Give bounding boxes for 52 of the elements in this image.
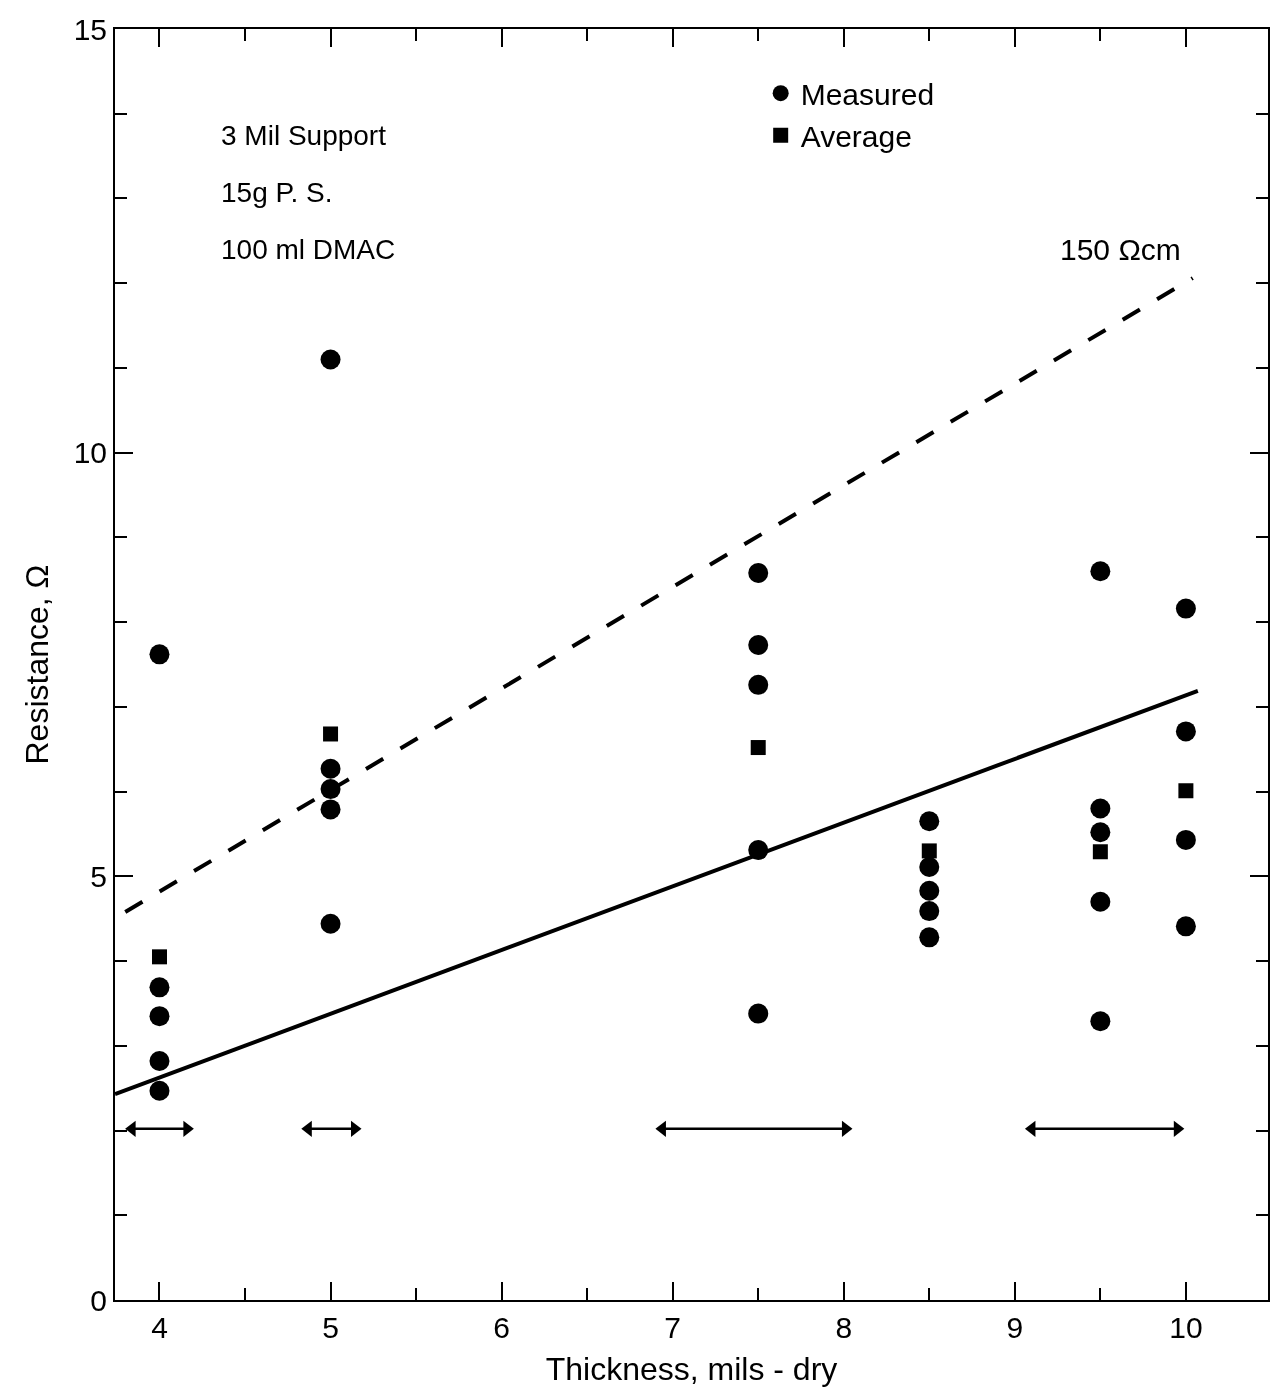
point — [1090, 891, 1111, 912]
point — [1175, 598, 1196, 619]
point — [149, 1051, 170, 1072]
legend-label: Average — [800, 119, 912, 153]
point — [1090, 561, 1111, 582]
x-tick-label: 7 — [664, 1311, 682, 1344]
x-tick-label: 8 — [835, 1311, 853, 1344]
point — [320, 349, 341, 370]
point — [1090, 798, 1111, 819]
point — [919, 811, 940, 832]
point — [1175, 916, 1196, 937]
annotation: 15g P. S. — [221, 177, 333, 208]
point — [1175, 721, 1196, 742]
point — [748, 674, 769, 695]
point — [1178, 783, 1194, 799]
point — [750, 740, 766, 756]
x-tick-label: 10 — [1169, 1311, 1203, 1344]
annotation: 3 Mil Support — [221, 120, 387, 151]
x-tick-label: 4 — [151, 1311, 168, 1344]
point — [748, 562, 769, 583]
y-tick-label: 0 — [90, 1283, 107, 1317]
y-tick-label: 10 — [73, 436, 107, 470]
point — [320, 799, 341, 820]
point — [149, 644, 170, 665]
point — [149, 1006, 170, 1027]
x-tick-label: 6 — [493, 1311, 510, 1344]
y-tick-label: 15 — [73, 12, 107, 46]
point — [151, 949, 167, 965]
point — [149, 1080, 170, 1101]
point — [323, 726, 339, 742]
x-tick-label: 9 — [1006, 1311, 1024, 1344]
point — [1092, 844, 1108, 860]
point — [919, 901, 940, 922]
point — [919, 857, 940, 877]
x-tick-label: 5 — [322, 1311, 339, 1344]
point — [748, 1003, 769, 1024]
point — [1090, 1011, 1111, 1032]
point — [320, 913, 341, 934]
point — [1090, 822, 1111, 843]
point — [1175, 829, 1196, 850]
legend-label: Measured — [800, 77, 935, 111]
point — [149, 977, 170, 998]
point — [748, 635, 769, 655]
point — [921, 843, 937, 859]
series-label: 150 Ωcm — [1060, 233, 1181, 266]
annotation: 100 ml DMAC — [221, 234, 396, 265]
y-tick-label: 5 — [90, 859, 107, 893]
point — [320, 758, 341, 779]
y-axis-title: Resistance, Ω — [19, 564, 56, 765]
point — [919, 880, 940, 901]
point — [919, 927, 940, 948]
x-axis-title: Thickness, mils - dry — [545, 1351, 838, 1388]
